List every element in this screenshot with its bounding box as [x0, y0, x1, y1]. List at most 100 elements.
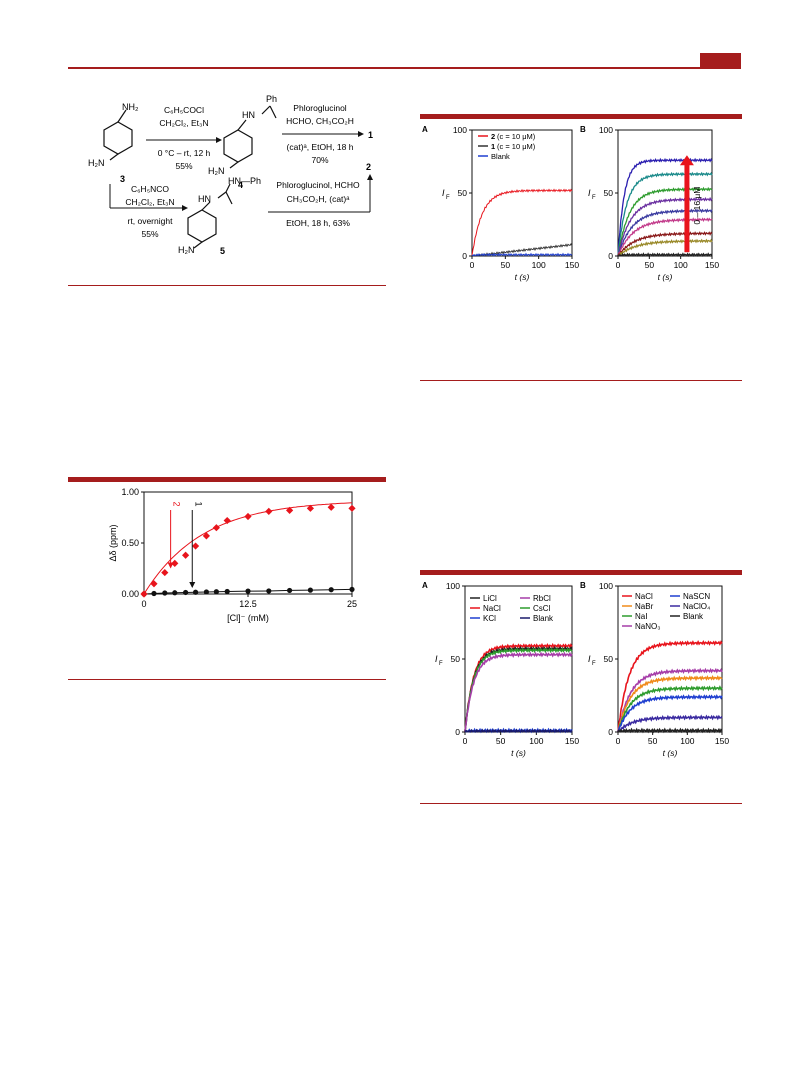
series-line [617, 727, 723, 734]
legend-label: Blank [533, 614, 554, 623]
x-tick-label: 50 [496, 736, 506, 746]
x-axis-label: t (s) [515, 272, 530, 282]
y-tick-label: 100 [599, 581, 613, 591]
step3-line2: CH₂Cl₂, Et₃N [125, 197, 174, 207]
data-point-2 [265, 507, 273, 515]
step1-line2: CH₂Cl₂, Et₃N [159, 118, 208, 128]
y-tick-label: 100 [446, 581, 460, 591]
series-line [464, 642, 573, 732]
legend-label: LiCl [483, 594, 497, 603]
series-line [464, 645, 573, 732]
arrow-2-head [167, 562, 174, 569]
data-point-1 [245, 588, 251, 594]
series-line [617, 186, 713, 256]
step4-line1: Phloroglucinol, HCHO [276, 180, 360, 190]
arrow-1-head [189, 581, 196, 588]
page-header-tab [700, 53, 741, 67]
compound-4-label: 4 [238, 180, 243, 190]
data-point-2 [244, 512, 252, 521]
series-line [617, 714, 723, 732]
data-point-1 [162, 590, 168, 596]
y-axis-label-sub: F [439, 661, 443, 667]
step2-line4: 70% [311, 155, 328, 165]
y-tick-label: 50 [604, 654, 614, 664]
data-point-2 [182, 551, 190, 559]
step3-line1: C₆H₅NCO [131, 184, 169, 194]
y-axis-label-sub: F [446, 195, 450, 201]
compound-5-hn: HN [198, 194, 211, 204]
x-tick-label: 100 [680, 736, 694, 746]
legend-label: (c = 10 μM) [497, 142, 536, 151]
arrow-step4-head [367, 174, 373, 180]
x-tick-label: 50 [648, 736, 658, 746]
series-line [617, 217, 713, 256]
series-line [464, 651, 573, 732]
fluor1-bottom-rule [420, 380, 742, 381]
series-line [617, 171, 713, 256]
page-header-rule [68, 67, 741, 69]
x-tick-label: 150 [565, 260, 579, 270]
compound-4-ph: Ph [266, 94, 277, 104]
legend-label: NaCl [635, 592, 653, 601]
x-tick-label: 50 [501, 260, 511, 270]
legend-label: NaBr [635, 602, 654, 611]
series-line [471, 252, 573, 257]
data-point-1 [287, 587, 293, 594]
x-tick-label: 0 [616, 736, 621, 746]
compound-5-nhph: HN—Ph [228, 176, 261, 186]
step2-line3: (cat)ᵃ, EtOH, 18 h [287, 142, 354, 152]
x-tick-label: 25 [347, 599, 357, 609]
y-tick-label: 50 [451, 654, 461, 664]
compound-5-structure [187, 183, 233, 249]
data-point-1 [266, 588, 272, 594]
legend-label: NaClO₄ [683, 602, 710, 611]
y-axis-label-sub: F [592, 661, 596, 667]
y-tick-label: 0.00 [121, 589, 139, 599]
x-tick-label: 150 [715, 736, 729, 746]
compound-3-label: 3 [120, 174, 125, 184]
fluor2-bottom-rule [420, 803, 742, 804]
series-line [464, 728, 573, 733]
legend-cmpd: 2 [491, 132, 495, 141]
data-point-2 [348, 504, 356, 512]
y-tick-label: 0 [608, 727, 613, 737]
compound-3-bottom: H₂N [88, 158, 105, 168]
data-point-2 [306, 504, 314, 512]
series-line [464, 647, 573, 732]
data-point-2 [202, 532, 210, 540]
y-axis-label: Δδ (ppm) [108, 524, 118, 561]
concentration-arrow-head [679, 155, 694, 166]
legend-label: NaCl [483, 604, 501, 613]
data-point-1 [349, 586, 355, 593]
compound-4-nh: HN [242, 110, 255, 120]
series-line [617, 157, 713, 256]
panel-label: B [580, 581, 586, 590]
x-tick-label: 100 [532, 260, 546, 270]
data-point-1 [307, 587, 313, 593]
data-point-1 [183, 589, 189, 596]
concentration-label: 0 – 16 μM [692, 187, 702, 225]
arrow-step1-head [216, 137, 222, 143]
y-axis-label: I [588, 654, 591, 664]
compound-3-top: NH₂ [122, 102, 139, 112]
nmr-bottom-rule [68, 679, 386, 680]
legend-label: RbCl [533, 594, 551, 603]
compound-4-structure [223, 105, 277, 169]
x-tick-label: 50 [645, 260, 655, 270]
series-line [617, 639, 723, 732]
scheme-bottom-rule [68, 285, 386, 286]
y-tick-label: 50 [458, 188, 468, 198]
product-2-label: 2 [366, 162, 371, 172]
y-axis-label-sub: F [592, 195, 596, 201]
data-point-2 [223, 516, 231, 525]
legend-label: NaSCN [683, 592, 710, 601]
step2-line2: HCHO, CH₃CO₂H [286, 116, 354, 126]
data-point-2 [327, 503, 335, 511]
data-point-1 [213, 589, 219, 595]
x-tick-label: 0 [141, 599, 146, 609]
x-tick-label: 0 [463, 736, 468, 746]
concentration-arrow [684, 162, 690, 253]
y-axis-label: I [588, 188, 591, 198]
arrow-1-label: 1 [193, 501, 203, 506]
